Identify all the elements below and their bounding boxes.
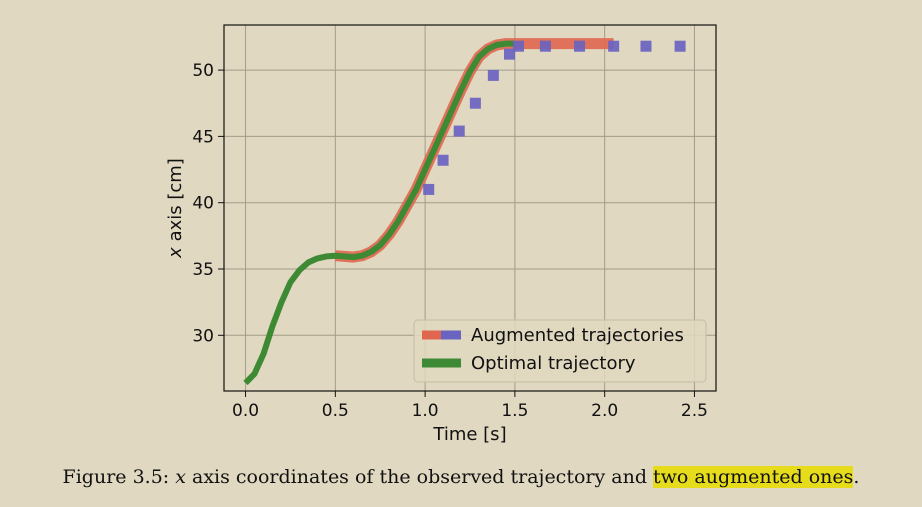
- augmented-trajectory-blue-dash: [469, 97, 481, 109]
- plot-frame: [223, 24, 717, 392]
- legend: Augmented trajectories Optimal trajector…: [413, 319, 707, 383]
- y-tick-label: 50: [192, 61, 214, 81]
- y-axis-label-var: x: [165, 247, 186, 259]
- caption-math: x: [175, 466, 186, 488]
- augmented-trajectory-blue-dash: [453, 125, 465, 137]
- legend-augmented-label: Augmented trajectories: [471, 325, 684, 346]
- x-tick-label: 1.5: [501, 401, 528, 421]
- series-layer: [243, 38, 686, 386]
- x-tick-label: 1.0: [412, 401, 439, 421]
- augmented-trajectory-red-line: [334, 38, 614, 263]
- augmented-trajectory-blue-dash: [437, 154, 449, 166]
- legend-box: [413, 319, 707, 383]
- caption-prefix: Figure 3.5:: [62, 466, 176, 488]
- caption-suffix: .: [853, 466, 860, 488]
- optimal-trajectory-line: [243, 40, 515, 386]
- x-tick-label: 2.5: [681, 401, 708, 421]
- augmented-trajectory-blue-dash: [608, 40, 620, 52]
- x-tick-label: 0.5: [322, 401, 349, 421]
- legend-optimal-label: Optimal trajectory: [471, 353, 636, 374]
- augmented-trajectory-blue-dash: [640, 40, 652, 52]
- augmented-trajectory-blue-dash: [674, 40, 686, 52]
- caption-highlight: two augmented ones: [653, 466, 854, 488]
- augmented-trajectory-blue-dash: [512, 40, 524, 52]
- figure-caption: Figure 3.5: x axis coordinates of the ob…: [0, 466, 922, 488]
- y-axis-ticks: 30 35 40 45 50: [192, 61, 224, 346]
- y-axis-label-rest: axis [cm]: [165, 158, 186, 247]
- augmented-trajectory-blue-dash: [574, 40, 586, 52]
- x-axis-label: Time [s]: [432, 424, 506, 445]
- x-tick-label: 2.0: [591, 401, 618, 421]
- grid: [224, 25, 716, 391]
- y-tick-label: 35: [192, 260, 214, 280]
- x-tick-label: 0.0: [232, 401, 259, 421]
- trajectory-chart: 0.0 0.5 1.0 1.5 2.0 2.5 30 35 40 45 50 Time [s] x…: [165, 24, 717, 445]
- y-tick-label: 45: [192, 127, 214, 147]
- y-axis-label: x axis [cm]: [165, 158, 186, 259]
- x-axis-ticks: 0.0 0.5 1.0 1.5 2.0 2.5: [232, 391, 708, 421]
- y-tick-label: 40: [192, 194, 214, 214]
- augmented-trajectory-blue-dash: [487, 69, 499, 81]
- augmented-trajectory-blue-dash: [423, 183, 435, 195]
- caption-middle: axis coordinates of the observed traject…: [185, 466, 654, 488]
- augmented-trajectory-blue-dash: [539, 40, 551, 52]
- augmented-trajectory-blue-dash: [504, 48, 516, 60]
- y-tick-label: 30: [192, 326, 214, 346]
